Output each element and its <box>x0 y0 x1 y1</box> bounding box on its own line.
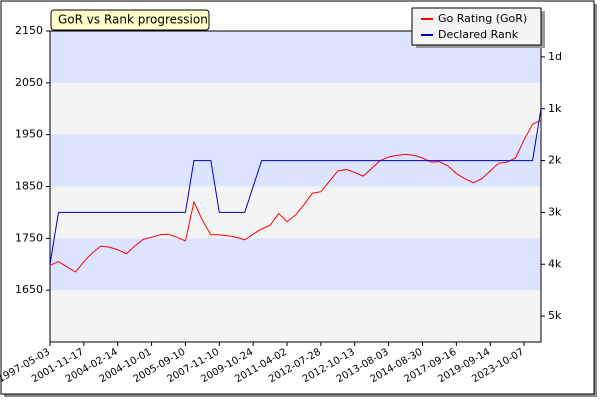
series-line <box>49 119 542 273</box>
y-tick-label: 2150 <box>15 24 43 37</box>
y2-tick-label: 1d <box>548 50 562 63</box>
legend-label: Go Rating (GoR) <box>438 12 527 25</box>
y-tick-label: 1750 <box>15 231 43 244</box>
y2-tick-label: 2k <box>548 154 562 167</box>
series-line <box>49 108 542 265</box>
y-tick-label: 1850 <box>15 180 43 193</box>
y2-tick-label: 5k <box>548 309 562 322</box>
legend-label: Declared Rank <box>438 28 519 41</box>
band <box>50 238 541 291</box>
y2-tick-label: 4k <box>548 257 562 270</box>
y-tick-label: 1950 <box>15 128 43 141</box>
plot-border <box>49 30 542 343</box>
title-box <box>50 9 210 31</box>
y-tick-label: 2050 <box>15 76 43 89</box>
y-tick-label: 1650 <box>15 283 43 296</box>
y2-tick-label: 3k <box>548 205 562 218</box>
chart-title: GoR vs Rank progression <box>58 13 208 27</box>
legend-box <box>411 7 542 46</box>
y2-tick-label: 1k <box>548 102 562 115</box>
